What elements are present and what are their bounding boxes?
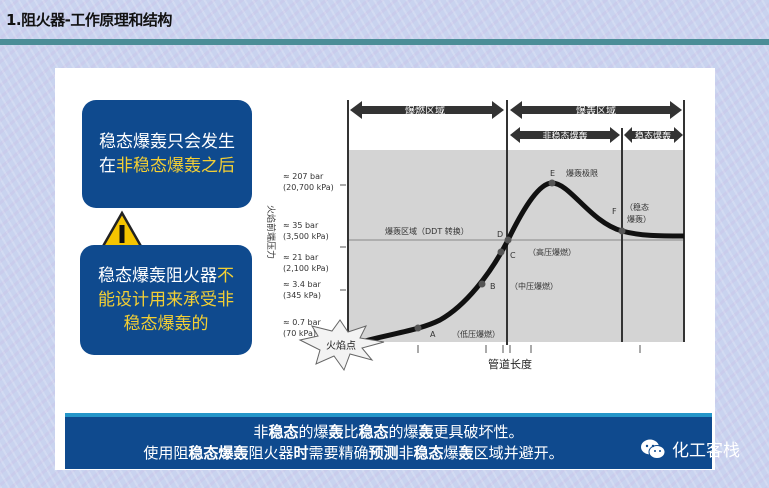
region-deflagration: 爆燃区域: [405, 104, 445, 117]
callout-2-line3: 稳态爆轰的: [123, 314, 209, 334]
x-axis-label: 管道长度: [488, 357, 532, 371]
text: 爆: [443, 444, 459, 462]
text: 稳态: [413, 444, 444, 462]
plot-area: [348, 150, 684, 342]
callout-1-line2: 在: [99, 156, 116, 176]
y-tick-kpa: (345 kPa): [283, 291, 321, 300]
ignition-label: 火焰点: [326, 339, 356, 352]
region-dividers: [347, 100, 685, 345]
y-tick-kpa: (70 kPa): [283, 329, 316, 338]
text: 比: [343, 423, 359, 441]
point-e: [548, 179, 556, 187]
callout-2-line2: 能设计用来承受非: [98, 290, 234, 310]
point-f-label: F: [612, 207, 617, 216]
y-tick-labels: ≈ 207 bar (20,700 kPa) ≈ 35 bar (3,500 kPa…: [283, 172, 334, 338]
point-f-note: 爆轰）: [627, 214, 651, 224]
title-divider: [0, 39, 769, 45]
text: 稳态爆轰: [188, 444, 249, 462]
text: 时: [293, 444, 309, 462]
text: 轰: [458, 444, 474, 462]
point-e-note: 爆轰极限: [566, 168, 598, 178]
callout-2-highlight-1: 不: [217, 266, 234, 286]
point-d-label: D: [497, 230, 503, 239]
text: 区域并避开。: [473, 444, 564, 462]
y-axis-label: 火焰前端压力: [265, 205, 277, 259]
callout-box-1: 稳态爆轰只会发生 在非稳态爆轰之后: [82, 100, 252, 208]
y-tick-kpa: (2,100 kPa): [283, 264, 329, 273]
callout-box-2: 稳态爆轰阻火器不 能设计用来承受非 稳态爆轰的: [80, 245, 252, 355]
slide-title: 1.阻火器-工作原理和结构: [6, 11, 172, 29]
text: 轰: [328, 423, 344, 441]
text: 非: [398, 444, 414, 462]
region-detonation: 爆轰区域: [576, 104, 616, 117]
text: 的爆: [388, 423, 419, 441]
point-c-note: （高压爆燃）: [528, 247, 576, 257]
text: 非: [253, 423, 269, 441]
region-stable: 稳态爆轰: [635, 130, 671, 142]
curve-points: [414, 179, 626, 332]
summary-banner: 非稳态的爆轰比稳态的爆轰更具破坏性。 使用阻稳态爆轰阻火器时需要精确预测非稳态爆…: [65, 413, 712, 469]
point-b: [478, 280, 486, 288]
y-tick-bar: ≈ 207 bar: [283, 172, 324, 181]
point-a: [414, 324, 422, 332]
ddt-label: 爆轰区域（DDT 转换）: [385, 226, 469, 236]
point-f: [618, 227, 626, 235]
text: 更具破坏性。: [433, 423, 524, 441]
point-c-label: C: [510, 251, 516, 260]
point-a-label: A: [430, 330, 436, 339]
region-unstable: 非稳态爆轰: [542, 130, 587, 142]
point-a-note: （低压爆燃）: [452, 329, 500, 339]
callout-2-line1: 稳态爆轰阻火器: [98, 266, 217, 286]
point-f-note: （稳态: [625, 202, 649, 212]
text: 稳态: [268, 423, 299, 441]
text: 轰: [418, 423, 434, 441]
callout-1-highlight: 非稳态爆轰之后: [116, 156, 235, 176]
text: 的爆: [298, 423, 329, 441]
region-arrows: [350, 101, 683, 143]
text: 阻火器: [248, 444, 294, 462]
point-b-note: （中压爆燃）: [510, 281, 558, 291]
y-tick-kpa: (20,700 kPa): [283, 183, 334, 192]
y-tick-bar: ≈ 3.4 bar: [283, 280, 321, 289]
point-d: [504, 236, 512, 244]
point-b-label: B: [490, 282, 496, 291]
text: 稳态: [358, 423, 389, 441]
wechat-icon: [641, 439, 666, 459]
callout-1-line1: 稳态爆轰只会发生: [99, 132, 235, 152]
watermark: 化工客栈: [640, 436, 740, 461]
point-c: [497, 248, 505, 256]
banner-line-2: 使用阻稳态爆轰阻火器时需要精确预测非稳态爆轰区域并避开。: [65, 443, 712, 464]
y-tick-kpa: (3,500 kPa): [283, 232, 329, 241]
text: 需要精确: [308, 444, 369, 462]
watermark-text: 化工客栈: [672, 441, 740, 461]
y-tick-bar: ≈ 21 bar: [283, 253, 319, 262]
point-e-label: E: [550, 169, 555, 178]
ignition-burst: [298, 319, 385, 372]
text: 使用阻: [143, 444, 189, 462]
text: 预测: [368, 444, 399, 462]
y-tick-bar: ≈ 0.7 bar: [283, 318, 321, 327]
y-tick-bar: ≈ 35 bar: [283, 221, 319, 230]
banner-line-1: 非稳态的爆轰比稳态的爆轰更具破坏性。: [65, 422, 712, 443]
